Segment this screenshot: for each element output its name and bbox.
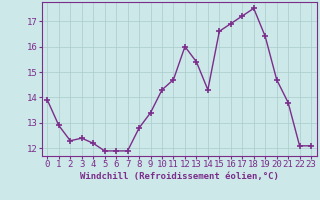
X-axis label: Windchill (Refroidissement éolien,°C): Windchill (Refroidissement éolien,°C) xyxy=(80,172,279,181)
